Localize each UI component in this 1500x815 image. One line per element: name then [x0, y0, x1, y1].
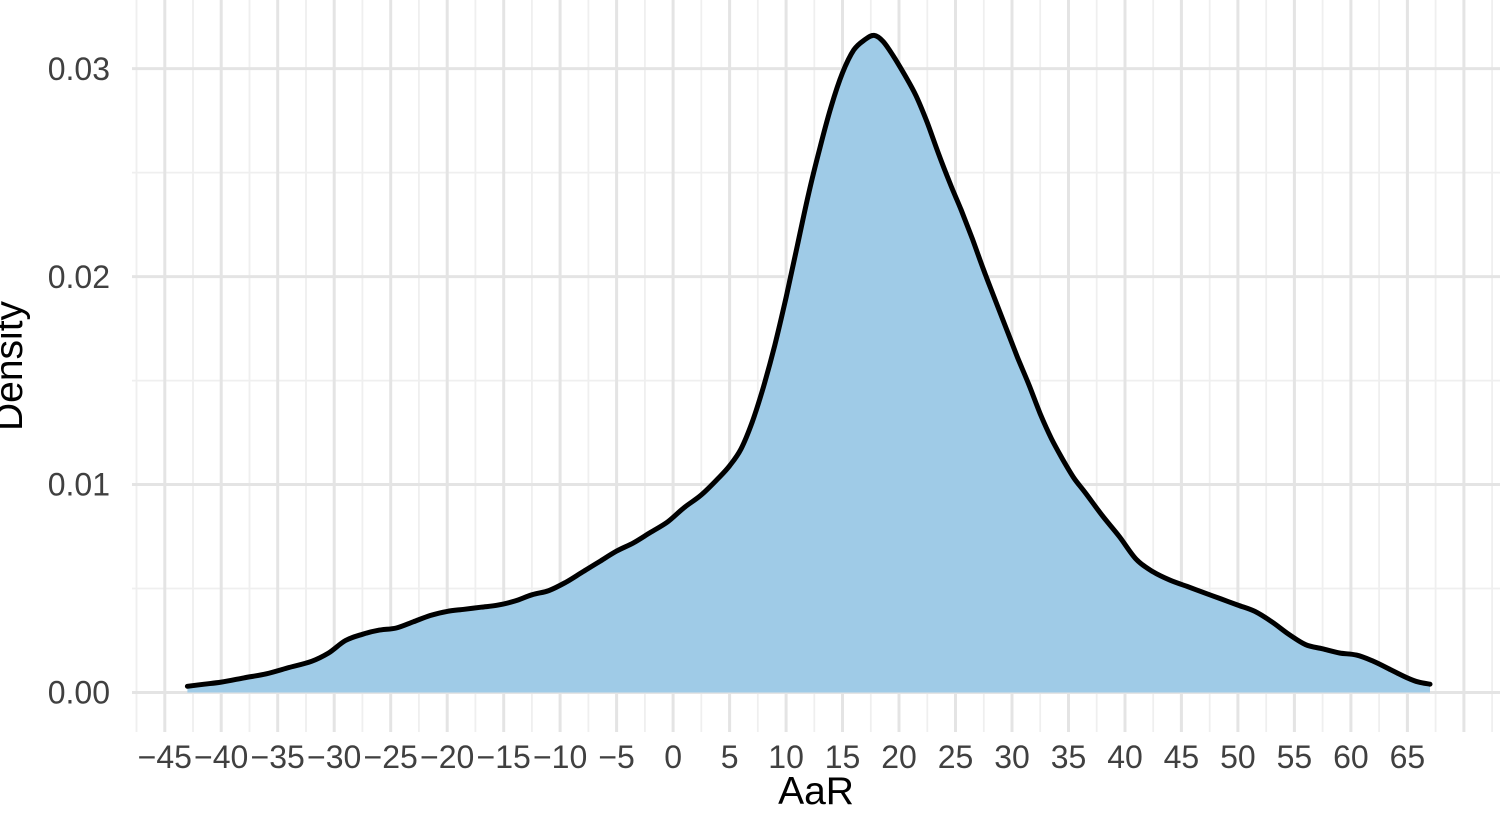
x-tick-label: 25 — [938, 739, 974, 775]
x-tick-labels: −45 −40 −35 −30 −25 −20 −15 −10 −5 0 5 10 15 20 25 30 35… — [138, 739, 1426, 775]
x-tick-label: 45 — [1164, 739, 1200, 775]
x-tick-label: 0 — [664, 739, 682, 775]
x-tick-label: −40 — [194, 739, 248, 775]
x-tick-label: 5 — [721, 739, 739, 775]
density-curve — [184, 32, 1433, 689]
x-tick-label: −25 — [364, 739, 418, 775]
x-tick-label: −45 — [138, 739, 192, 775]
x-tick-label: −20 — [420, 739, 474, 775]
x-tick-label: −30 — [307, 739, 361, 775]
x-tick-label: 15 — [825, 739, 861, 775]
x-tick-label: 50 — [1220, 739, 1256, 775]
x-tick-label: 65 — [1390, 739, 1426, 775]
x-tick-label: −10 — [533, 739, 587, 775]
x-tick-label: −35 — [251, 739, 305, 775]
x-tick-label: 60 — [1333, 739, 1369, 775]
y-tick-label: 0.01 — [48, 467, 110, 503]
x-axis-title: AaR — [778, 770, 854, 813]
x-tick-label: 35 — [1051, 739, 1087, 775]
y-tick-label: 0.02 — [48, 259, 110, 295]
x-tick-label: 30 — [994, 739, 1030, 775]
x-tick-label: −15 — [477, 739, 531, 775]
y-tick-label: 0.03 — [48, 51, 110, 87]
y-tick-label: 0.00 — [48, 675, 110, 711]
x-tick-label: −5 — [598, 739, 634, 775]
x-tick-label: 20 — [881, 739, 917, 775]
density-area — [187, 35, 1430, 693]
x-tick-label: 10 — [768, 739, 804, 775]
y-axis-title: Density — [0, 300, 31, 431]
density-series — [184, 32, 1433, 693]
x-tick-label: 55 — [1277, 739, 1313, 775]
x-tick-label: 40 — [1107, 739, 1143, 775]
y-tick-labels: 0.00 0.01 0.02 0.03 — [48, 51, 110, 711]
